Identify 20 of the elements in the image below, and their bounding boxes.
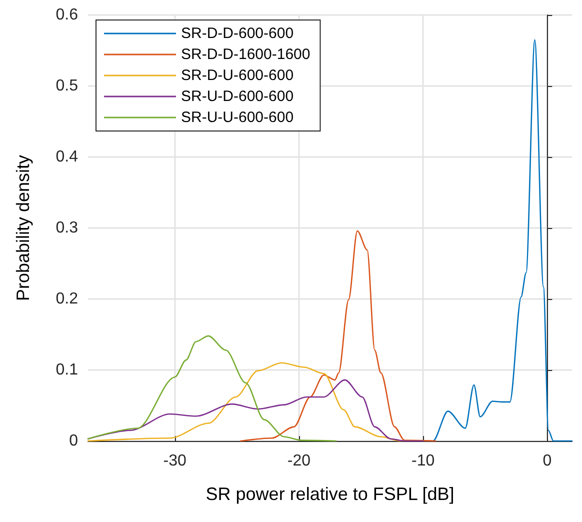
x-axis-title: SR power relative to FSPL [dB] bbox=[206, 484, 454, 504]
line-series bbox=[87, 335, 337, 442]
legend-label: SR-D-D-1600-1600 bbox=[181, 46, 310, 63]
y-axis-title: Probability density bbox=[13, 154, 33, 302]
x-tick-label: 0 bbox=[542, 452, 552, 470]
y-tick-label: 0.6 bbox=[56, 6, 78, 24]
line-series bbox=[240, 230, 436, 442]
x-tick-label: -30 bbox=[163, 452, 187, 470]
y-tick-label: 0.3 bbox=[56, 220, 78, 236]
y-tick-label: 0.5 bbox=[56, 78, 78, 94]
y-tick-label: 0.4 bbox=[56, 148, 78, 166]
y-tick-label: 0.1 bbox=[56, 362, 78, 378]
legend-label: SR-D-U-600-600 bbox=[181, 67, 294, 84]
y-tick-label: 0.2 bbox=[56, 290, 78, 308]
x-tick-label: -20 bbox=[287, 452, 311, 470]
x-tick-label: -10 bbox=[412, 452, 435, 470]
legend-label: SR-D-D-600-600 bbox=[181, 25, 294, 42]
legend-label: SR-U-U-600-600 bbox=[181, 109, 294, 126]
legend-label: SR-U-D-600-600 bbox=[181, 88, 294, 105]
y-tick-label: 0 bbox=[69, 432, 78, 450]
